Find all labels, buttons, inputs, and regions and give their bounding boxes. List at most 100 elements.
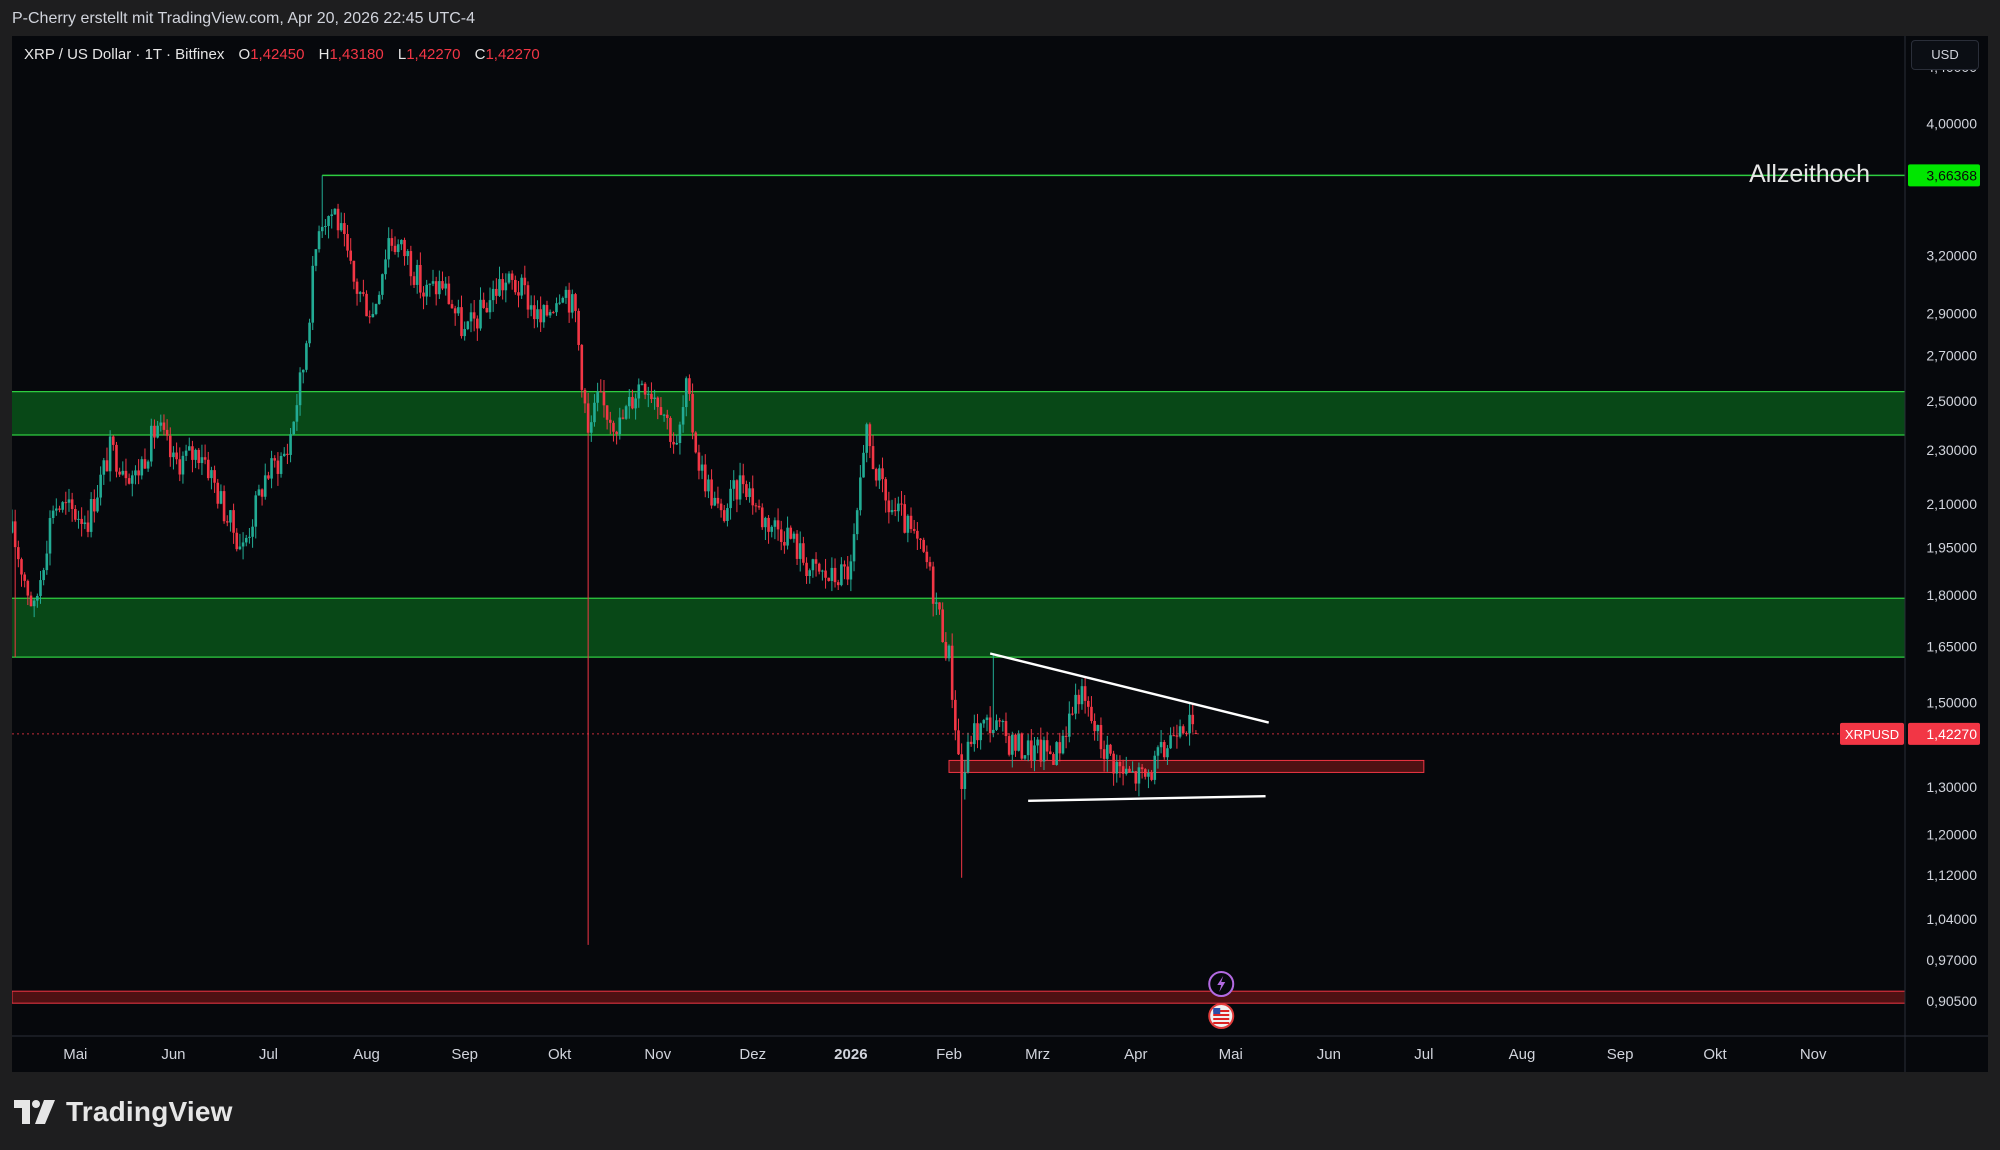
- candle-body: [928, 562, 932, 567]
- candle-body: [1017, 733, 1020, 751]
- candle: [74, 505, 77, 522]
- candle-body: [988, 717, 992, 734]
- candle: [589, 415, 593, 442]
- candle: [32, 598, 36, 618]
- candle-body: [1011, 734, 1014, 755]
- symbol-title: XRP / US Dollar · 1T · Bitfinex: [24, 46, 225, 63]
- candle: [482, 292, 485, 309]
- candle: [928, 556, 932, 571]
- candle-body: [925, 551, 929, 563]
- candle-body: [821, 570, 824, 572]
- low-value: 1,42270: [406, 46, 461, 63]
- candle: [982, 718, 986, 728]
- candle-body: [878, 468, 881, 481]
- candle-body: [507, 273, 511, 283]
- candle: [656, 396, 660, 420]
- candle: [346, 224, 349, 258]
- candle-body: [770, 526, 774, 532]
- candle: [605, 405, 609, 430]
- candle: [80, 507, 83, 537]
- candle: [732, 470, 736, 501]
- close-label: C: [474, 46, 486, 63]
- candle: [146, 459, 150, 472]
- candle-body: [1166, 748, 1169, 758]
- candle-body: [963, 772, 967, 789]
- candle: [976, 713, 979, 749]
- candle: [846, 556, 850, 586]
- time-tick-label: Aug: [1509, 1046, 1536, 1063]
- currency-selector[interactable]: USD: [1911, 40, 1979, 70]
- candle-body: [48, 518, 52, 554]
- chart-panel[interactable]: 4,400004,000003,200002,900002,700002,500…: [12, 36, 1988, 1072]
- candle-body: [862, 452, 865, 478]
- candle-body: [627, 397, 631, 407]
- candle-body: [124, 470, 128, 479]
- candle: [748, 481, 751, 503]
- candle: [536, 300, 539, 328]
- candle: [627, 389, 631, 419]
- candle: [187, 437, 191, 451]
- candle: [608, 411, 612, 435]
- candle-body: [298, 372, 302, 406]
- candle-body: [571, 294, 574, 313]
- candle: [811, 558, 815, 578]
- candle: [1055, 741, 1058, 766]
- candle-body: [263, 475, 267, 497]
- candle-body: [1134, 771, 1138, 784]
- candle: [745, 480, 748, 501]
- candle: [542, 304, 546, 328]
- candle-body: [526, 285, 530, 310]
- candle-body: [213, 470, 216, 483]
- candle: [134, 465, 137, 485]
- candle-body: [681, 407, 685, 425]
- flag-stripe: [1213, 1014, 1230, 1016]
- candle-body: [229, 510, 232, 523]
- candle-body: [495, 288, 498, 296]
- candle-body: [919, 538, 922, 540]
- candle: [662, 413, 666, 422]
- candle: [548, 309, 552, 318]
- candle-body: [80, 518, 83, 524]
- candle: [855, 507, 859, 541]
- candle-body: [868, 424, 872, 447]
- candle: [1105, 735, 1109, 772]
- candle-body: [552, 312, 555, 314]
- candle-body: [457, 307, 460, 314]
- candle: [1030, 729, 1033, 769]
- candle: [438, 270, 441, 299]
- candle-body: [558, 302, 561, 304]
- candle-body: [855, 510, 859, 535]
- candle: [210, 466, 213, 490]
- candle-body: [1102, 749, 1106, 759]
- candle: [992, 653, 995, 738]
- candle: [273, 455, 277, 468]
- candle-body: [729, 488, 732, 509]
- price-tick-label: 2,90000: [1926, 305, 1977, 321]
- candle-body: [912, 528, 916, 531]
- candle: [944, 632, 948, 661]
- candle: [1077, 689, 1081, 714]
- candle: [599, 379, 603, 393]
- candle: [441, 271, 444, 291]
- candle-body: [1188, 714, 1191, 734]
- candle-body: [1178, 726, 1182, 737]
- candle: [1033, 736, 1036, 772]
- candle-body: [760, 507, 764, 528]
- candle-body: [301, 369, 305, 373]
- candle: [254, 491, 258, 539]
- high-label: H: [318, 46, 330, 63]
- candle: [387, 227, 391, 268]
- candle-body: [944, 642, 948, 659]
- candle: [472, 299, 476, 332]
- candle: [533, 295, 536, 329]
- candle-body: [938, 602, 941, 610]
- candle: [640, 380, 644, 386]
- candle: [681, 395, 685, 433]
- candlestick-chart[interactable]: 4,400004,000003,200002,900002,700002,500…: [12, 36, 1988, 1072]
- candle-body: [175, 452, 178, 460]
- candle: [431, 269, 435, 287]
- candle: [216, 478, 220, 509]
- candle-body: [992, 729, 995, 734]
- candle: [558, 294, 561, 305]
- candle: [1172, 726, 1176, 737]
